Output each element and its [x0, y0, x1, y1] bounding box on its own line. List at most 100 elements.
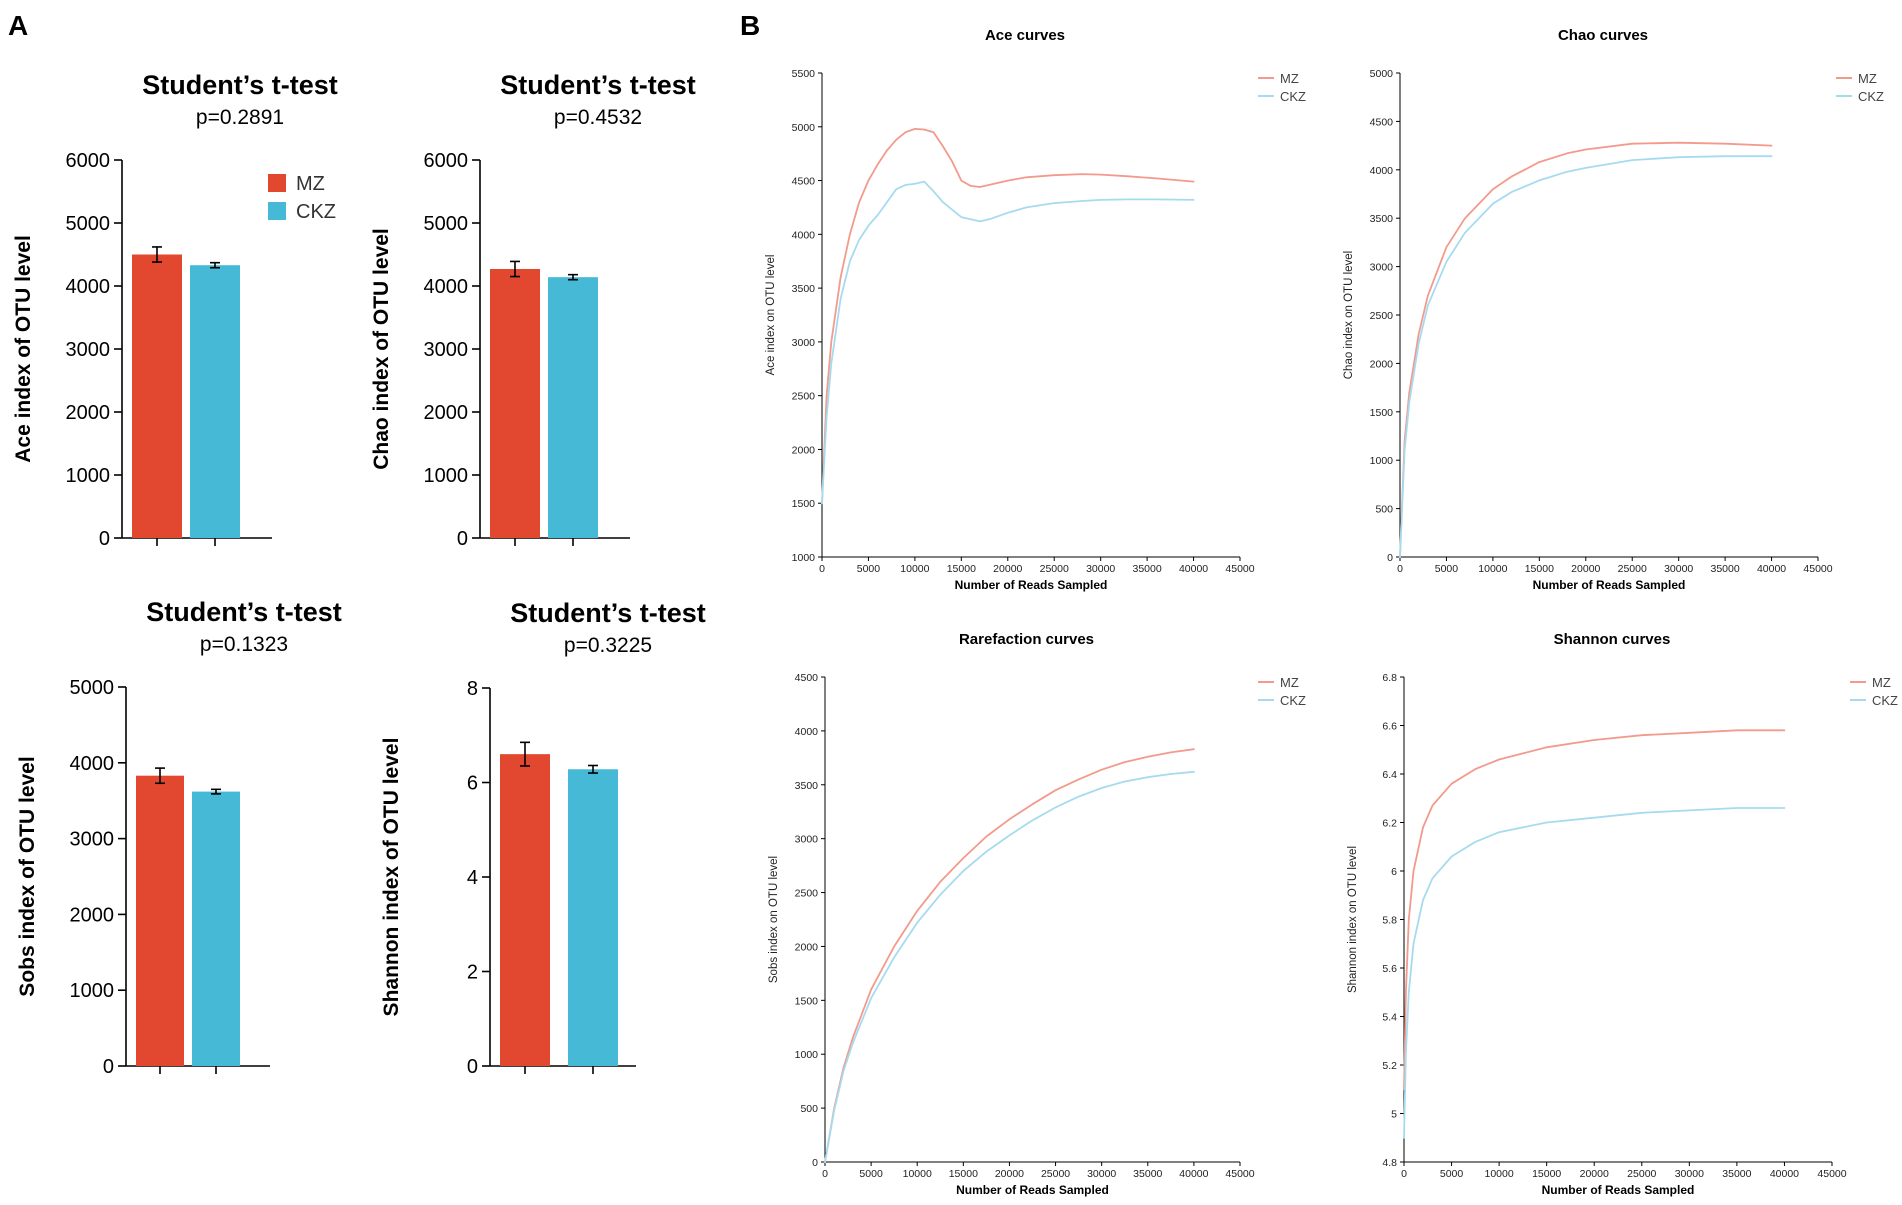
x-axis-label: Number of Reads Sampled [1542, 1183, 1695, 1197]
bar-mz [500, 754, 550, 1066]
y-tick-label: 8 [467, 678, 478, 700]
x-tick-label: 0 [1401, 1168, 1407, 1180]
bar-mz [132, 254, 182, 538]
legend-label-mz: MZ [1280, 71, 1299, 86]
x-tick-label: 10000 [1478, 563, 1507, 575]
y-tick-label: 1000 [66, 465, 111, 487]
x-tick-label: 45000 [1225, 1168, 1254, 1180]
bar-ckz [568, 769, 618, 1066]
y-axis-label: Ace index on OTU level [765, 255, 777, 376]
chart-title: Student’s t-test [510, 598, 706, 628]
y-tick-label: 4 [467, 867, 478, 889]
x-tick-label: 0 [819, 563, 825, 575]
y-tick-label: 3500 [792, 283, 816, 295]
x-tick-label: 10000 [900, 563, 929, 575]
x-tick-label: 5000 [1435, 563, 1459, 575]
y-tick-label: 6.4 [1382, 769, 1397, 781]
y-tick-label: 6000 [424, 150, 469, 172]
bar-chart-4: Student’s t-test p=0.3225 Shannon index of… [380, 598, 706, 1078]
series-line-ckz [1399, 155, 1773, 558]
x-tick-label: 15000 [1532, 1168, 1561, 1180]
series-line-mz [824, 748, 1195, 1163]
y-tick-label: 1000 [792, 552, 816, 564]
x-tick-label: 15000 [947, 563, 976, 575]
bar-mz [490, 268, 540, 538]
x-tick-label: 40000 [1179, 563, 1208, 575]
y-tick-label: 5 [1391, 1109, 1397, 1121]
x-tick-label: 35000 [1711, 563, 1740, 575]
chart-title: Rarefaction curves [959, 631, 1094, 648]
legend-label-mz: MZ [1872, 675, 1891, 690]
y-tick-label: 4500 [792, 176, 816, 188]
chart-title: Student’s t-test [500, 70, 696, 100]
legend-label-mz: MZ [296, 173, 325, 195]
line-chart-1: Ace curves 1000 1500 2000 2500 3000 3500 4000 45… [765, 27, 1306, 592]
bar-chart-1: Student’s t-test p=0.2891 Ace index of OTU… [12, 70, 338, 550]
y-tick-label: 1500 [795, 995, 819, 1007]
y-axis-label: Ace index of OTU level [12, 235, 35, 463]
line-chart-2: Chao curves 0 500 1000 1500 2000 2500 3000 3500 4… [1343, 27, 1884, 592]
y-tick-label: 2500 [795, 888, 819, 900]
y-tick-label: 1000 [1370, 455, 1394, 467]
y-tick-label: 2000 [70, 904, 115, 926]
y-tick-label: 500 [1375, 504, 1393, 516]
x-tick-label: 45000 [1817, 1168, 1846, 1180]
panel-label-a: A [8, 10, 28, 41]
series-line-mz [1403, 729, 1786, 1091]
y-axis-label: Chao index on OTU level [1343, 251, 1355, 379]
p-value-label: p=0.2891 [196, 106, 284, 129]
y-tick-label: 4000 [795, 726, 819, 738]
y-tick-label: 5000 [424, 213, 469, 235]
x-tick-label: 10000 [903, 1168, 932, 1180]
y-tick-label: 0 [467, 1056, 478, 1078]
y-tick-label: 6.8 [1382, 672, 1397, 684]
legend-label-ckz: CKZ [296, 201, 336, 223]
y-tick-label: 0 [457, 528, 468, 550]
y-tick-label: 5000 [70, 677, 115, 699]
bar-ckz [190, 265, 240, 538]
x-tick-label: 20000 [1571, 563, 1600, 575]
y-tick-label: 4000 [792, 229, 816, 241]
x-tick-label: 25000 [1627, 1168, 1656, 1180]
legend-label-ckz: CKZ [1858, 89, 1884, 104]
x-tick-label: 0 [822, 1168, 828, 1180]
x-axis-label: Number of Reads Sampled [955, 578, 1108, 592]
series-line-mz [821, 127, 1195, 505]
y-tick-label: 2000 [792, 444, 816, 456]
y-tick-label: 6.6 [1382, 721, 1397, 733]
series-line-ckz [824, 770, 1195, 1163]
legend-label-ckz: CKZ [1872, 693, 1898, 708]
x-tick-label: 25000 [1041, 1168, 1070, 1180]
p-value-label: p=0.4532 [554, 106, 642, 129]
chart-title: Ace curves [985, 27, 1065, 44]
y-tick-label: 6 [467, 773, 478, 795]
x-tick-label: 35000 [1133, 1168, 1162, 1180]
x-tick-label: 20000 [1580, 1168, 1609, 1180]
panel-label-b: B [740, 10, 760, 41]
y-tick-label: 4.8 [1382, 1157, 1397, 1169]
legend-label-mz: MZ [1280, 675, 1299, 690]
chart-title: Student’s t-test [142, 70, 338, 100]
y-tick-label: 0 [103, 1056, 114, 1078]
y-tick-label: 4000 [66, 276, 111, 298]
y-tick-label: 2000 [1370, 358, 1394, 370]
y-tick-label: 3500 [1370, 213, 1394, 225]
y-tick-label: 5.4 [1382, 1012, 1397, 1024]
y-tick-label: 5.8 [1382, 915, 1397, 927]
y-tick-label: 2 [467, 962, 478, 984]
x-tick-label: 20000 [995, 1168, 1024, 1180]
y-tick-label: 5000 [1370, 68, 1394, 80]
y-tick-label: 4000 [70, 753, 115, 775]
x-tick-label: 30000 [1675, 1168, 1704, 1180]
bar-mz [136, 775, 184, 1066]
legend-label-ckz: CKZ [1280, 693, 1306, 708]
x-tick-label: 45000 [1225, 563, 1254, 575]
y-tick-label: 2000 [424, 402, 469, 424]
y-tick-label: 3000 [795, 834, 819, 846]
y-tick-label: 4500 [1370, 116, 1394, 128]
line-chart-3: Rarefaction curves 0 500 1000 1500 2000 2500 30… [768, 631, 1306, 1197]
x-tick-label: 40000 [1179, 1168, 1208, 1180]
y-tick-label: 4500 [795, 672, 819, 684]
series-line-ckz [821, 180, 1195, 505]
